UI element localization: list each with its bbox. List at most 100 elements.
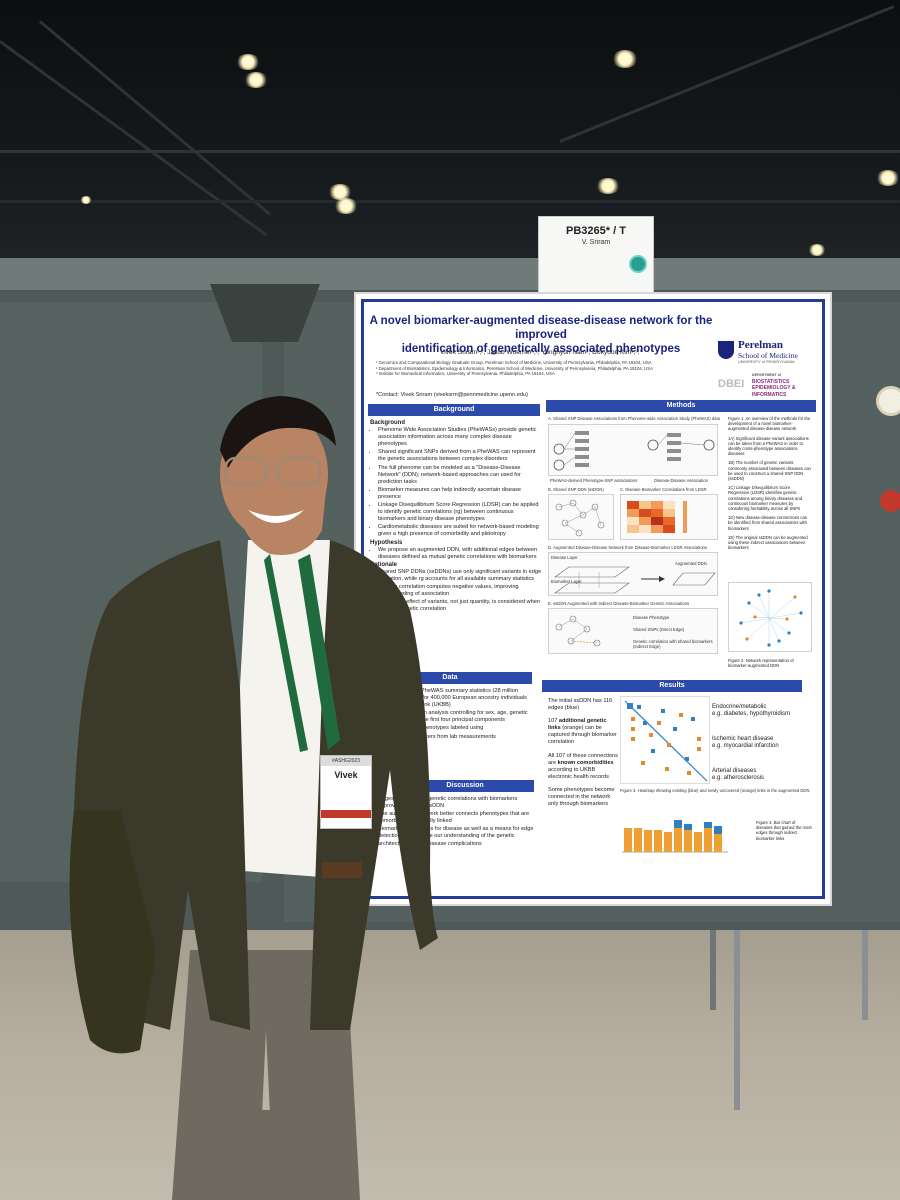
ceiling-light xyxy=(244,72,268,88)
figure2-network xyxy=(728,582,812,652)
result-bullet-2-post: (orange) can be captured through biomark… xyxy=(548,725,617,746)
perelman-logo: Perelman School of Medicine UNIVERSITY o… xyxy=(718,339,810,369)
legend-disease: Disease Phenotype xyxy=(633,615,670,620)
presenter-person: #ASHG2023 Vivek xyxy=(60,390,460,1200)
dbei-line: INFORMATICS xyxy=(752,391,787,398)
figure4-barchart xyxy=(620,816,730,856)
affiliation: ¹ Genomics and Computational Biology Gra… xyxy=(376,360,652,365)
fig1-caption-line: 1B) The number of genetic variants commo… xyxy=(728,460,811,482)
figure3-heatmap xyxy=(620,696,710,784)
category-arterial: Arterial diseases xyxy=(712,768,757,774)
results-text: The initial ssDDN has 116 edges (blue) 1… xyxy=(548,698,620,808)
board-leg xyxy=(734,930,740,1110)
name-badge-name: Vivek xyxy=(334,770,358,780)
result-bullet-3-bold: known comorbidities xyxy=(557,759,614,766)
affiliation: ³ Institute for Biomedical Informatics, … xyxy=(376,371,555,377)
background-bullet: Linkage Disequilibrium Score Regression … xyxy=(378,502,542,523)
section-header-background: Background xyxy=(368,404,540,416)
figure1-caption: Figure 1. An overview of the methods for… xyxy=(728,416,812,550)
category-arterial-example: e.g. atherosclerosis xyxy=(712,775,765,781)
poster-authors: Vivek Sriram¹,², Jakob Woerner¹,², Yongh… xyxy=(439,349,643,356)
ceiling-light xyxy=(334,198,358,214)
panel-d-output: Augmented DDN xyxy=(675,561,707,566)
panel-b-caption: B. Shared SNP DDN (ssDDN) xyxy=(548,487,604,492)
result-bullet-3: All 107 of these connections are known c… xyxy=(548,753,620,781)
ceiling-light xyxy=(876,170,900,186)
logo-school: School of Medicine xyxy=(738,351,798,360)
ceiling-light xyxy=(612,50,638,68)
result-bullet-3-post: according to UKBB electronic health reco… xyxy=(548,766,609,780)
ceiling-truss xyxy=(0,150,900,153)
logo-university: UNIVERSITY of PENNSYLVANIA xyxy=(738,360,795,364)
fig1-caption-line: 1D) New disease-disease connections can … xyxy=(728,515,808,531)
results-categories: Endocrine/metabolic e.g. diabetes, hypot… xyxy=(712,704,812,782)
data-bullet: Continuous biomarkers from lab measureme… xyxy=(378,734,534,741)
ceiling-light xyxy=(808,244,826,256)
data-bullet: Cardiometabolic phenotypes labeled using xyxy=(378,725,534,732)
panel-c-heatmap xyxy=(620,494,718,540)
category-ischemic-example: e.g. myocardial infarction xyxy=(712,743,779,749)
figure2-network-graph xyxy=(739,589,803,647)
poster-title: A novel biomarker-augmented disease-dise… xyxy=(366,314,716,356)
background-bullet: Shared significant SNPs derived from a P… xyxy=(378,449,542,463)
dbei-line: BIOSTATISTICS xyxy=(752,378,790,385)
figure4-bars xyxy=(622,820,728,853)
category-ischemic: Ischemic heart disease xyxy=(712,736,774,742)
result-bullet-1: The initial ssDDN has 116 edges (blue) xyxy=(548,698,613,712)
booth-sign: PB3265* / T V. Sriram xyxy=(538,216,654,294)
panel-e-caption: E. ssDDN Augmented with Indirect Disease… xyxy=(548,601,690,606)
poster-affiliations: ¹ Genomics and Computational Biology Gra… xyxy=(376,360,716,377)
section-header-methods: Methods xyxy=(546,400,816,412)
background-bullet: Biomarker measures can help indirectly a… xyxy=(378,487,542,501)
panel-d-caption: D. Augmented Disease-Disease Network fro… xyxy=(548,545,707,550)
panel-d-layer-biomarker: Biomarker Layer xyxy=(551,579,582,584)
panel-b-figure xyxy=(548,494,614,540)
result-bullet-3-pre: All 107 of these connections are xyxy=(548,752,618,766)
section-header-discussion: Discussion xyxy=(396,780,534,792)
booth-presenter: V. Sriram xyxy=(581,239,611,246)
ceiling-light xyxy=(328,184,352,200)
dbei-abbr: DBEI xyxy=(718,378,745,390)
figure3-heatmap-grid xyxy=(624,700,708,782)
figure2-caption: Figure 2. Network representation of biom… xyxy=(728,658,794,669)
section-header-results: Results xyxy=(542,680,802,692)
ceiling-light xyxy=(236,54,260,70)
penn-shield-icon xyxy=(718,341,734,359)
poster-title-line1: A novel biomarker-augmented disease-dise… xyxy=(369,315,713,341)
poster-title-line2: identification of genetically associated… xyxy=(401,343,681,355)
dbei-dept: DEPARTMENT of xyxy=(752,373,782,377)
dbei-logo: DBEI DEPARTMENT of BIOSTATISTICS EPIDEMI… xyxy=(718,372,810,400)
result-bullet-2: 107 additional genetic links (orange) ca… xyxy=(548,718,620,746)
name-badge-event: #ASHG2023 xyxy=(321,756,371,766)
rationale-item: Shared SNP DDNs (ssDDNs) use only signif… xyxy=(378,569,542,583)
ribbon-icon xyxy=(629,255,647,273)
panel-c-heatmap-cells xyxy=(627,501,687,533)
result-bullet-2-bold: additional genetic links xyxy=(548,718,607,732)
panel-a-right-label: Disease-Disease Association xyxy=(654,478,708,483)
panel-a-caption: A. Shared SNP Disease Associations from … xyxy=(548,416,721,421)
panel-d-layers xyxy=(554,566,716,594)
poster-contact: *Contact: Vivek Sriram (viveksrm@pennmed… xyxy=(376,392,529,398)
board-leg xyxy=(862,930,868,1020)
background-bullet: Phenome Wide Association Studies (PheWAS… xyxy=(378,427,542,448)
panel-d-layer-disease: Disease Layer xyxy=(551,555,578,560)
data-bullet: Genetic association analysis controlling… xyxy=(378,710,534,724)
rationale-list: Shared SNP DDNs (ssDDNs) use only signif… xyxy=(370,569,542,614)
ceiling-light xyxy=(596,178,620,194)
panel-e-network xyxy=(555,615,601,647)
background-bullet: The full phenome can be modeled as a "Di… xyxy=(378,465,542,486)
legend-direct-edge: Shared SNPs (Direct Edge) xyxy=(633,627,685,632)
result-bullet-2-pre: 107 xyxy=(548,718,559,725)
presenter-figure xyxy=(69,396,438,1200)
ceiling-light xyxy=(80,196,92,204)
ceiling-truss xyxy=(0,200,900,203)
background-subheading: Background xyxy=(370,420,406,426)
panel-a-figure xyxy=(548,424,718,476)
background-text: Background Phenome Wide Association Stud… xyxy=(370,420,542,614)
dbei-line: EPIDEMIOLOGY & xyxy=(752,385,796,392)
category-endocrine: Endocrine/metabolic xyxy=(712,704,767,710)
panel-e-figure: Disease Phenotype Shared SNPs (Direct Ed… xyxy=(548,608,718,654)
research-poster: A novel biomarker-augmented disease-dise… xyxy=(354,292,832,906)
board-leg xyxy=(710,930,716,1010)
